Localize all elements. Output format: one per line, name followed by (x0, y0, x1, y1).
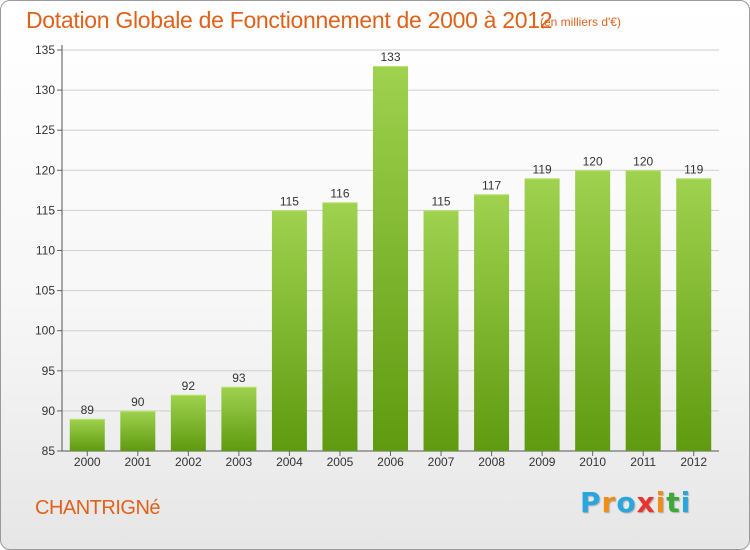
x-tick-label: 2011 (630, 455, 656, 469)
bar (221, 386, 257, 451)
x-tick-label: 2003 (226, 455, 253, 469)
bar (69, 418, 105, 451)
data-label: 120 (633, 154, 653, 168)
y-tick-label: 135 (35, 43, 55, 57)
x-tick-label: 2006 (377, 455, 404, 469)
y-tick-label: 105 (35, 284, 55, 298)
y-tick-label: 90 (42, 404, 56, 418)
bar (423, 210, 459, 451)
x-tick-label: 2012 (680, 455, 707, 469)
x-tick-label: 2009 (529, 455, 556, 469)
chart-title: Dotation Globale de Fonctionnement de 20… (26, 7, 553, 33)
y-tick-label: 110 (36, 244, 55, 258)
chart-unit: (en milliers d'€) (540, 15, 621, 29)
x-tick-label: 2000 (74, 455, 101, 469)
bar (676, 178, 712, 451)
data-label: 115 (280, 194, 299, 208)
x-tick-label: 2002 (175, 455, 202, 469)
data-label: 89 (81, 403, 95, 417)
bar (373, 66, 408, 451)
y-tick-label: 95 (42, 364, 56, 378)
logo-letter: P (580, 486, 602, 519)
logo-letter: i (655, 486, 667, 519)
y-tick-label: 125 (35, 123, 55, 137)
x-tick-label: 2004 (276, 455, 303, 469)
x-tick-label: 2010 (579, 455, 606, 469)
data-label: 120 (583, 154, 603, 168)
x-tick-label: 2008 (478, 455, 505, 469)
bar (575, 170, 611, 452)
x-tick-label: 2007 (428, 455, 455, 469)
data-label: 133 (380, 50, 400, 64)
data-label: 90 (131, 395, 145, 409)
data-label: 119 (533, 162, 552, 176)
bar (474, 194, 510, 452)
bar (625, 170, 661, 452)
x-tick-label: 2001 (124, 455, 151, 469)
y-tick-label: 115 (36, 203, 55, 217)
proxiti-logo: Proxiti (580, 486, 691, 519)
logo-letter: t (666, 486, 681, 519)
y-tick-label: 130 (35, 83, 55, 97)
logo-letter: i (680, 486, 692, 519)
data-label: 92 (182, 379, 196, 393)
x-tick-label: 2005 (327, 455, 354, 469)
data-label: 115 (431, 194, 450, 208)
bar (524, 178, 560, 451)
commune-name: CHANTRIGNé (35, 497, 161, 519)
bar (120, 410, 156, 451)
bar (271, 210, 307, 451)
labels: 85 90 95 100 105 110 115 120 125 130 135 2000 89 2001… (35, 43, 707, 469)
data-label: 117 (482, 178, 501, 192)
logo-letter: r (601, 486, 617, 519)
y-tick-label: 100 (35, 324, 55, 338)
bar (322, 202, 358, 451)
logo-letter: x (636, 486, 656, 519)
logo-letter: o (616, 486, 637, 519)
bars (69, 66, 712, 452)
data-label: 116 (330, 186, 349, 200)
data-label: 93 (232, 371, 246, 385)
bar (170, 394, 206, 451)
data-label: 119 (684, 162, 703, 176)
y-tick-label: 120 (35, 163, 55, 177)
y-tick-label: 85 (42, 444, 56, 458)
